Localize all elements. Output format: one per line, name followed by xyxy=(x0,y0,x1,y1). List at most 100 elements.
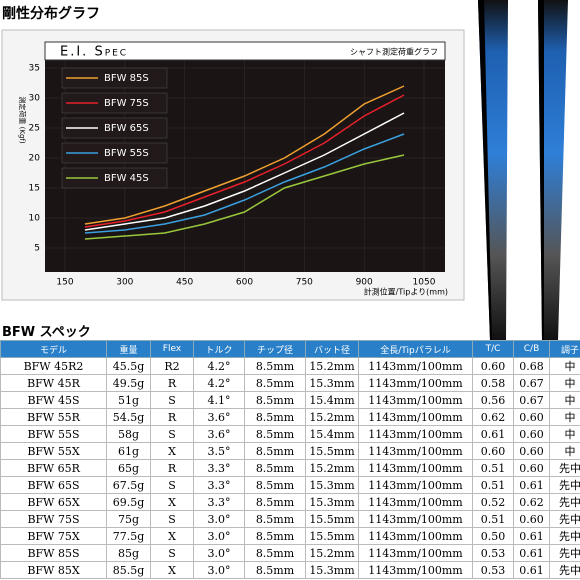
legend-box xyxy=(61,117,168,139)
table-cell: S xyxy=(150,425,194,443)
table-cell: 0.51 xyxy=(472,510,514,528)
table-cell: 8.5mm xyxy=(244,374,306,392)
spec-table: モデル 重量 Flex トルク チップ径 バット径 全長/Tipパラレル T/C C/B 調子 BF… xyxy=(0,340,580,579)
legend-label: BFW 75S xyxy=(104,98,149,109)
table-row: BFW 85S 85g S 3.0° 8.5mm 15.2mm 1143mm/100mm 0.… xyxy=(0,544,580,562)
table-cell: 8.5mm xyxy=(244,476,306,494)
series-line xyxy=(84,112,405,231)
table-cell: 8.5mm xyxy=(244,459,306,477)
header-cell: トルク xyxy=(193,340,245,358)
table-cell: 0.61 xyxy=(513,544,550,562)
table-cell: 8.5mm xyxy=(244,391,306,409)
x-tick-label: 750 xyxy=(296,278,313,288)
table-row: BFW 65X 69.5g X 3.3° 8.5mm 15.3mm 1143mm/100mm… xyxy=(0,493,580,511)
table-cell: 先中 xyxy=(549,476,580,494)
table-cell: 0.60 xyxy=(472,442,514,460)
header-cell: 全長/Tipパラレル xyxy=(358,340,473,358)
table-row: BFW 75S 75g S 3.0° 8.5mm 15.5mm 1143mm/100mm 0.… xyxy=(0,510,580,528)
table-cell: 0.50 xyxy=(472,527,514,545)
table-cell: 中 xyxy=(549,442,580,460)
table-cell: 1143mm/100mm xyxy=(358,493,473,511)
table-cell: 51g xyxy=(106,391,151,409)
y-tick-label: 25 xyxy=(29,124,40,134)
header-cell: C/B xyxy=(513,340,550,358)
table-cell: 先中 xyxy=(549,561,580,579)
table-cell: 1143mm/100mm xyxy=(358,391,473,409)
table-cell: 0.53 xyxy=(472,544,514,562)
table-cell: 0.53 xyxy=(472,561,514,579)
table-cell: 3.3° xyxy=(193,476,245,494)
table-cell: 15.4mm xyxy=(305,425,359,443)
series-line xyxy=(84,94,405,228)
table-cell: 15.4mm xyxy=(305,391,359,409)
table-cell: BFW 45R2 xyxy=(0,357,107,375)
table-row: BFW 85X 85.5g X 3.0° 8.5mm 15.3mm 1143mm/100mm… xyxy=(0,561,580,579)
table-cell: X xyxy=(150,561,194,579)
table-cell: 69.5g xyxy=(106,493,151,511)
table-cell: 3.5° xyxy=(193,442,245,460)
series-line xyxy=(84,133,405,234)
table-cell: 中 xyxy=(549,357,580,375)
legend-label: BFW 85S xyxy=(104,73,149,84)
y-tick-label: 5 xyxy=(34,244,40,254)
header-cell: 重量 xyxy=(106,340,151,358)
y-axis-label: 測定荷重 (Kgf) xyxy=(18,96,27,143)
table-cell: 先中 xyxy=(549,544,580,562)
x-tick-label: 450 xyxy=(176,278,193,288)
table-row: BFW 55X 61g X 3.5° 8.5mm 15.5mm 1143mm/100mm 0.… xyxy=(0,442,580,460)
header-cell: モデル xyxy=(0,340,107,358)
table-cell: 先中 xyxy=(549,510,580,528)
table-cell: 49.5g xyxy=(106,374,151,392)
table-row: BFW 45S 51g S 4.1° 8.5mm 15.4mm 1143mm/100mm 0.… xyxy=(0,391,580,409)
x-tick-label: 900 xyxy=(356,278,373,288)
table-cell: 3.0° xyxy=(193,561,245,579)
table-cell: 3.0° xyxy=(193,510,245,528)
table-cell: 0.51 xyxy=(472,476,514,494)
chart-title: E.I. Spec xyxy=(60,45,128,60)
x-tick-label: 1050 xyxy=(413,278,436,288)
table-cell: BFW 85X xyxy=(0,561,107,579)
table-cell: 15.3mm xyxy=(305,561,359,579)
table-cell: 中 xyxy=(549,374,580,392)
table-cell: 3.6° xyxy=(193,425,245,443)
chart-header xyxy=(44,41,446,61)
table-cell: 中 xyxy=(549,425,580,443)
table-cell: BFW 55R xyxy=(0,408,107,426)
table-cell: 1143mm/100mm xyxy=(358,459,473,477)
table-cell: 0.67 xyxy=(513,391,550,409)
table-cell: 0.56 xyxy=(472,391,514,409)
table-cell: 0.62 xyxy=(513,493,550,511)
x-tick-label: 600 xyxy=(236,278,253,288)
shaft-image xyxy=(478,0,568,340)
table-cell: 15.3mm xyxy=(305,374,359,392)
table-cell: BFW 85S xyxy=(0,544,107,562)
legend-label: BFW 45S xyxy=(104,173,149,184)
table-cell: 8.5mm xyxy=(244,425,306,443)
legend-box xyxy=(61,167,168,189)
table-cell: 15.2mm xyxy=(305,357,359,375)
table-cell: 0.60 xyxy=(513,442,550,460)
table-cell: 0.61 xyxy=(472,425,514,443)
y-tick-label: 35 xyxy=(29,64,40,74)
legend-box xyxy=(61,92,168,114)
table-row: BFW 45R 49.5g R 4.2° 8.5mm 15.3mm 1143mm/100mm… xyxy=(0,374,580,392)
table-cell: BFW 55X xyxy=(0,442,107,460)
table-cell: BFW 45S xyxy=(0,391,107,409)
table-cell: 0.58 xyxy=(472,374,514,392)
table-cell: 0.51 xyxy=(472,459,514,477)
table-cell: 15.3mm xyxy=(305,476,359,494)
table-cell: 67.5g xyxy=(106,476,151,494)
legend-box xyxy=(61,142,168,164)
header-cell: T/C xyxy=(472,340,514,358)
table-cell: X xyxy=(150,493,194,511)
table-cell: 4.2° xyxy=(193,374,245,392)
table-cell: 8.5mm xyxy=(244,544,306,562)
legend-label: BFW 65S xyxy=(104,123,149,134)
table-row: BFW 45R2 45.5g R2 4.2° 8.5mm 15.2mm 1143mm/100… xyxy=(0,357,580,375)
table-cell: 1143mm/100mm xyxy=(358,374,473,392)
table-cell: 3.6° xyxy=(193,408,245,426)
table-cell: BFW 75X xyxy=(0,527,107,545)
table-cell: 1143mm/100mm xyxy=(358,510,473,528)
table-cell: 61g xyxy=(106,442,151,460)
